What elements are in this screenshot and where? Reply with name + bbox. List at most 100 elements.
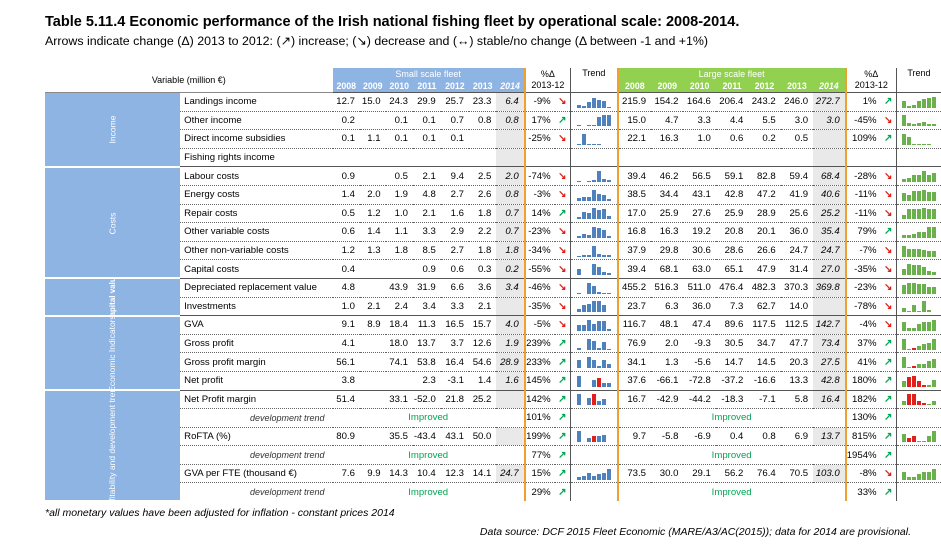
ls-value-cell: 65.1	[715, 259, 749, 279]
sparkline-bar	[591, 208, 596, 220]
ls-value-cell: 39.4	[616, 259, 652, 279]
ss-value-cell: 3.3	[412, 222, 441, 242]
ls-value-cell: -42.9	[651, 389, 684, 409]
ls-value-cell: 30.5	[715, 333, 749, 353]
ls-pct-change: -11%	[844, 203, 881, 223]
ls-sparkline	[901, 282, 936, 294]
ss-value-cell: 16.5	[440, 315, 470, 335]
ls-value-cell: 20.1	[748, 222, 781, 242]
sparkline-bar	[591, 360, 596, 369]
sparkline-bar	[906, 194, 911, 201]
ss-value-cell: 2.7	[440, 240, 470, 260]
sparkline-bar	[591, 143, 596, 145]
sparkline-bar	[916, 283, 921, 294]
ls-value-cell: 16.7	[616, 389, 652, 409]
ss-value-cell	[359, 426, 386, 446]
sparkline-bar	[916, 209, 921, 220]
development-trend-row: development trend Improved 29% ↗ Improved 33%…	[45, 482, 941, 502]
sparkline-bar	[921, 267, 926, 276]
ss-value-cell: 35.5	[385, 426, 413, 446]
ss-value-cell: 0.8	[469, 110, 497, 130]
ls-change-arrow-icon: ↗	[880, 222, 897, 242]
ls-value-cell: 24.7	[813, 240, 846, 260]
sparkline-bar	[596, 227, 601, 238]
ss-value-cell: 3.6	[469, 277, 497, 298]
ls-trend-cell	[895, 259, 941, 279]
ss-value-cell	[359, 277, 386, 298]
ss-value-cell: 0.7	[496, 222, 525, 242]
ss-pct-change: 239%	[523, 333, 555, 353]
ss-value-cell: 25.7	[440, 92, 470, 112]
ls-year-header: 2008	[616, 80, 652, 93]
ls-trend-cell	[895, 92, 941, 112]
ss-trend-cell	[570, 370, 618, 390]
ls-value-cell: 34.1	[616, 352, 652, 372]
ss-value-cell: -3.1	[440, 370, 470, 390]
ls-value-cell: -5.8	[651, 426, 684, 446]
ss-sparkline	[576, 207, 611, 220]
ls-value-cell: 89.6	[715, 315, 749, 335]
sparkline-bar	[926, 436, 931, 443]
ls-value-cell	[651, 147, 684, 167]
ls-value-cell: 20.3	[780, 352, 814, 372]
sparkline-bar	[596, 347, 601, 350]
table-row: Other variable costs 0.6 1.4 1.1 3.3 2.9 2.2 0.…	[45, 222, 941, 242]
ls-change-arrow-icon: ↗	[880, 129, 897, 149]
sparkline-bar	[601, 115, 606, 127]
sparkline-bar	[901, 115, 906, 127]
ss-value-cell	[385, 147, 413, 167]
ss-change-arrow-icon: ↘	[554, 315, 571, 335]
ss-value-cell	[332, 147, 360, 167]
ls-value-cell: 5.8	[780, 389, 814, 409]
sparkline-bar	[601, 435, 606, 443]
ss-value-cell: 16.4	[440, 352, 470, 372]
sparkline-bar	[921, 171, 926, 183]
ss-value-cell: 1.1	[359, 129, 386, 149]
sparkline-bar	[911, 436, 916, 443]
sparkline-bar	[911, 327, 916, 331]
row-label: development trend	[180, 408, 333, 428]
ss-year-header: 2008	[332, 80, 360, 93]
ss-year-header: 2010	[385, 80, 413, 93]
ss-pct-change: -74%	[523, 166, 555, 186]
ls-change-arrow-icon: ↗	[880, 408, 897, 428]
ls-sparkline	[901, 189, 936, 201]
ss-value-cell: 3.4	[496, 277, 525, 298]
table-row: Energy costs 1.4 2.0 1.9 4.8 2.7 2.6 0.8 -3% ↘ 38.…	[45, 184, 941, 205]
ls-change-arrow-icon: ↘	[880, 296, 897, 316]
row-label: development trend	[180, 445, 333, 465]
ls-trend-cell	[895, 408, 941, 428]
ss-development-text: Improved	[332, 445, 525, 465]
ss-value-cell: 2.7	[440, 184, 470, 205]
sparkline-bar	[606, 198, 611, 201]
sparkline-bar	[926, 124, 931, 127]
ls-trend-cell	[895, 389, 941, 409]
sparkline-bar	[581, 133, 586, 145]
ls-value-cell: 47.7	[780, 333, 814, 353]
ss-value-cell: 50.0	[469, 426, 497, 446]
sparkline-bar	[601, 272, 606, 276]
ls-value-cell: 27.0	[813, 259, 846, 279]
ss-sparkline	[576, 430, 611, 443]
ls-value-cell: 41.9	[780, 184, 814, 205]
row-label: Energy costs	[180, 184, 333, 205]
ls-sparkline	[901, 226, 936, 238]
ss-value-cell: 3.3	[440, 296, 470, 316]
ss-sparkline	[576, 319, 611, 331]
sparkline-bar	[916, 364, 921, 369]
sparkline-bar	[601, 100, 606, 108]
ls-trend-cell	[895, 333, 941, 353]
ss-sparkline	[576, 338, 611, 350]
ss-trend-cell	[570, 129, 618, 149]
ls-trend-cell	[895, 203, 941, 223]
sparkline-bar	[586, 196, 591, 201]
ss-value-cell: 1.1	[385, 222, 413, 242]
ls-value-cell: 62.7	[748, 296, 781, 316]
sparkline-bar	[911, 282, 916, 294]
ls-value-cell: 24.7	[780, 240, 814, 260]
ls-pct-change: -8%	[844, 463, 881, 483]
sparkline-bar	[916, 123, 921, 127]
ls-value-cell: -66.1	[651, 370, 684, 390]
ls-value-cell: 56.2	[715, 463, 749, 483]
ls-value-cell: 68.4	[813, 166, 846, 186]
